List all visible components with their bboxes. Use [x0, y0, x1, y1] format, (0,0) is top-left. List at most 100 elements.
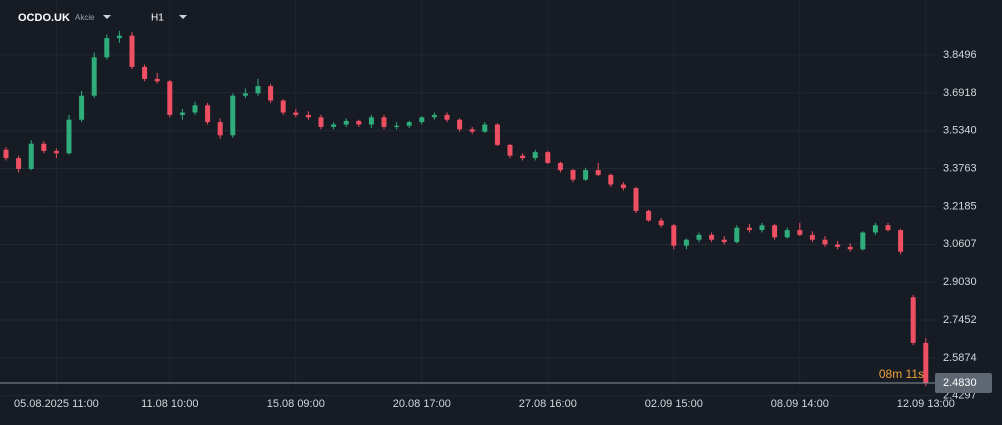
candle-body [255, 86, 261, 94]
candles [3, 30, 929, 387]
candle-body [331, 124, 337, 127]
candle-body [633, 188, 639, 211]
candle-body [79, 95, 85, 120]
last-price-box [935, 372, 992, 393]
candle-body [343, 120, 349, 125]
candle-body [898, 230, 904, 252]
candle-body [356, 120, 362, 125]
candle-body [658, 220, 664, 226]
candle-body [217, 122, 223, 136]
candle-body [532, 152, 538, 159]
candle-body [142, 66, 148, 79]
candle-body [368, 117, 374, 125]
candle-body [457, 119, 463, 130]
candle-body [431, 114, 437, 118]
candle-body [394, 125, 400, 127]
candle-body [53, 150, 59, 154]
candle-body [557, 162, 563, 171]
x-tick-label: 02.09 15:00 [645, 398, 703, 410]
instrument-type: Akcie [75, 13, 95, 22]
candle-body [759, 225, 765, 231]
candle-body [129, 35, 135, 67]
grid [0, 0, 935, 397]
candle-body [482, 124, 488, 132]
last-price-label: 2.4830 [943, 377, 977, 389]
symbol[interactable]: OCDO.UK [18, 12, 70, 24]
candle-body [66, 119, 72, 154]
x-tick-label: 11.08 10:00 [141, 398, 198, 410]
y-tick-label: 3.5340 [943, 125, 977, 137]
y-tick-label: 3.0607 [943, 238, 977, 250]
y-tick-label: 3.6918 [943, 87, 977, 99]
candle-body [28, 143, 34, 169]
candle-body [494, 124, 500, 145]
candle-body [620, 184, 626, 189]
candle-body [847, 246, 853, 250]
candle-body [419, 117, 425, 123]
x-tick-label: 15.08 09:00 [267, 398, 325, 410]
y-tick-label: 3.3763 [943, 162, 977, 174]
x-tick-label: 12.09 13:00 [897, 398, 955, 410]
candle-body [696, 234, 702, 240]
candle-body [3, 149, 9, 159]
x-tick-label: 20.08 17:00 [393, 398, 451, 410]
candle-body [709, 234, 715, 240]
candle-body [242, 93, 248, 96]
candle-body [570, 170, 576, 180]
candle-body [835, 244, 841, 247]
candle-body [784, 230, 790, 238]
symbol-dropdown[interactable] [103, 15, 111, 19]
candle-body [809, 234, 815, 240]
candle-body [444, 114, 450, 120]
candle-body [280, 100, 286, 113]
candle-body [179, 112, 185, 115]
candle-body [192, 105, 198, 113]
candle-body [872, 225, 878, 233]
candle-body [797, 230, 803, 235]
candle-body [381, 117, 387, 127]
x-tick-label: 05.08.2025 11:00 [14, 398, 99, 410]
candle-body [822, 239, 828, 245]
candle-body [772, 225, 778, 238]
candle-body [167, 81, 173, 115]
candle-body [507, 144, 513, 156]
candle-body [116, 35, 122, 39]
candle-body [293, 112, 299, 115]
candle-body [746, 227, 752, 231]
y-tick-label: 2.7452 [943, 314, 977, 326]
overlay: 3.8496 3.6918 3.5340 3.3763 3.2185 3.0607 2.90… [0, 49, 992, 410]
candle-body [91, 57, 97, 96]
candle-body [910, 297, 916, 343]
candle-body [469, 129, 475, 132]
candle-body [545, 152, 551, 163]
candle-body [16, 158, 22, 169]
candle-body [104, 38, 110, 58]
candle-body [595, 170, 601, 175]
y-tick-label: 3.8496 [943, 49, 977, 61]
timeframe[interactable]: H1 [151, 13, 164, 24]
candle-body [608, 174, 614, 185]
x-tick-label: 08.09 14:00 [771, 398, 829, 410]
candle-body [583, 170, 589, 180]
candle-body [860, 232, 866, 250]
x-tick-label: 27.08 16:00 [519, 398, 577, 410]
candle-body [154, 78, 160, 82]
candle-body [646, 210, 652, 221]
y-tick-label: 2.9030 [943, 276, 977, 288]
candle-body [683, 239, 689, 246]
y-tick-label: 2.5874 [943, 352, 977, 364]
candle-body [230, 95, 236, 136]
candle-body [205, 105, 211, 123]
y-tick-label: 3.2185 [943, 200, 977, 212]
timeframe-dropdown[interactable] [179, 15, 187, 19]
candle-body [885, 225, 891, 231]
candle-body [406, 122, 412, 126]
candle-body [318, 117, 324, 127]
candle-body [734, 227, 740, 243]
countdown: 08m 11s [879, 367, 924, 381]
candle-body [268, 86, 274, 101]
candle-body [305, 114, 311, 118]
